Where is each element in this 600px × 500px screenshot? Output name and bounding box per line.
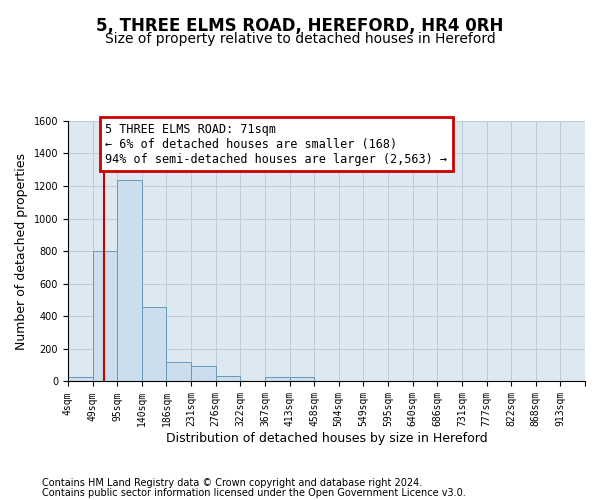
Bar bbox=[68, 378, 92, 382]
Bar bbox=[117, 180, 142, 382]
Y-axis label: Number of detached properties: Number of detached properties bbox=[15, 152, 28, 350]
Bar bbox=[142, 306, 166, 382]
Bar bbox=[191, 366, 215, 382]
Bar bbox=[265, 378, 290, 382]
Bar bbox=[166, 362, 191, 382]
Text: Contains public sector information licensed under the Open Government Licence v3: Contains public sector information licen… bbox=[42, 488, 466, 498]
Bar bbox=[215, 376, 240, 382]
Bar bbox=[290, 378, 314, 382]
Text: Size of property relative to detached houses in Hereford: Size of property relative to detached ho… bbox=[104, 32, 496, 46]
Text: 5, THREE ELMS ROAD, HEREFORD, HR4 0RH: 5, THREE ELMS ROAD, HEREFORD, HR4 0RH bbox=[97, 18, 503, 36]
Bar bbox=[92, 251, 117, 382]
X-axis label: Distribution of detached houses by size in Hereford: Distribution of detached houses by size … bbox=[166, 432, 487, 445]
Text: 5 THREE ELMS ROAD: 71sqm
← 6% of detached houses are smaller (168)
94% of semi-d: 5 THREE ELMS ROAD: 71sqm ← 6% of detache… bbox=[106, 122, 448, 166]
Text: Contains HM Land Registry data © Crown copyright and database right 2024.: Contains HM Land Registry data © Crown c… bbox=[42, 478, 422, 488]
